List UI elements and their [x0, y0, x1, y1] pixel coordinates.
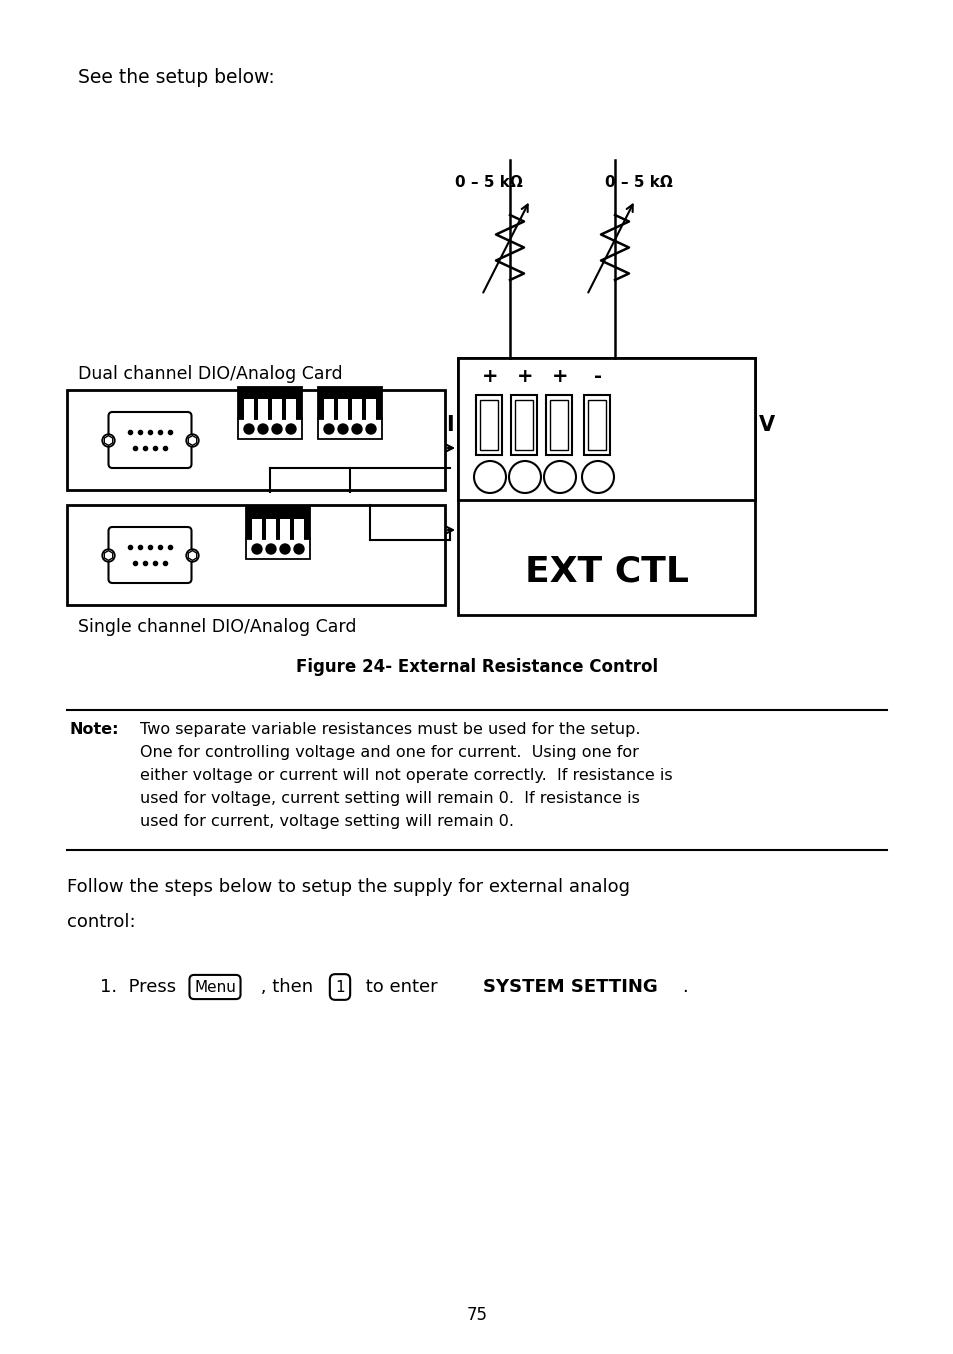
- Circle shape: [366, 424, 375, 435]
- Bar: [257, 399, 268, 422]
- Circle shape: [272, 424, 282, 435]
- Text: used for current, voltage setting will remain 0.: used for current, voltage setting will r…: [140, 814, 514, 829]
- Bar: [237, 387, 302, 418]
- Bar: [246, 506, 310, 539]
- Bar: [583, 395, 609, 455]
- Text: EXT CTL: EXT CTL: [524, 555, 688, 589]
- Text: Follow the steps below to setup the supply for external analog: Follow the steps below to setup the supp…: [67, 877, 629, 896]
- Bar: [545, 395, 572, 455]
- Text: Menu: Menu: [193, 979, 235, 994]
- Circle shape: [286, 424, 295, 435]
- Circle shape: [352, 424, 361, 435]
- Text: SYSTEM SETTING: SYSTEM SETTING: [482, 978, 657, 997]
- Text: .: .: [681, 978, 687, 997]
- Text: used for voltage, current setting will remain 0.  If resistance is: used for voltage, current setting will r…: [140, 791, 639, 806]
- Bar: [511, 395, 537, 455]
- Bar: [515, 399, 533, 450]
- Text: Single channel DIO/Analog Card: Single channel DIO/Analog Card: [78, 617, 356, 636]
- Circle shape: [257, 424, 268, 435]
- Text: 0 – 5 kΩ: 0 – 5 kΩ: [455, 175, 522, 190]
- Circle shape: [252, 544, 262, 554]
- Bar: [457, 357, 754, 500]
- Bar: [237, 418, 302, 439]
- FancyBboxPatch shape: [109, 527, 192, 584]
- Text: , then: , then: [254, 978, 318, 997]
- Text: I: I: [446, 414, 454, 435]
- Circle shape: [294, 544, 304, 554]
- Text: 1: 1: [335, 979, 344, 994]
- Circle shape: [337, 424, 348, 435]
- Text: 0 – 5 kΩ: 0 – 5 kΩ: [604, 175, 672, 190]
- Text: +: +: [481, 367, 497, 386]
- Text: +: +: [551, 367, 568, 386]
- Bar: [366, 399, 375, 422]
- Circle shape: [244, 424, 253, 435]
- Circle shape: [474, 460, 505, 493]
- Bar: [280, 519, 290, 543]
- Bar: [324, 399, 334, 422]
- Text: One for controlling voltage and one for current.  Using one for: One for controlling voltage and one for …: [140, 745, 639, 760]
- Circle shape: [509, 460, 540, 493]
- Text: See the setup below:: See the setup below:: [78, 68, 274, 87]
- Bar: [550, 399, 567, 450]
- Text: control:: control:: [67, 913, 135, 932]
- Text: either voltage or current will not operate correctly.  If resistance is: either voltage or current will not opera…: [140, 768, 672, 783]
- Bar: [266, 519, 275, 543]
- Bar: [476, 395, 501, 455]
- Bar: [317, 418, 381, 439]
- FancyBboxPatch shape: [109, 412, 192, 468]
- Bar: [286, 399, 295, 422]
- Bar: [317, 387, 381, 418]
- Bar: [587, 399, 605, 450]
- Text: +: +: [517, 367, 533, 386]
- Text: Figure 24- External Resistance Control: Figure 24- External Resistance Control: [295, 658, 658, 676]
- Circle shape: [581, 460, 614, 493]
- Text: 1.  Press: 1. Press: [100, 978, 182, 997]
- Text: Dual channel DIO/Analog Card: Dual channel DIO/Analog Card: [78, 366, 342, 383]
- Bar: [352, 399, 361, 422]
- Bar: [294, 519, 304, 543]
- Bar: [252, 519, 262, 543]
- Bar: [272, 399, 282, 422]
- Bar: [67, 390, 444, 490]
- Circle shape: [324, 424, 334, 435]
- Circle shape: [266, 544, 275, 554]
- Text: -: -: [594, 367, 601, 386]
- Bar: [246, 539, 310, 559]
- Text: Two separate variable resistances must be used for the setup.: Two separate variable resistances must b…: [140, 722, 639, 737]
- Bar: [244, 399, 253, 422]
- Bar: [457, 357, 754, 615]
- Text: V: V: [759, 414, 774, 435]
- Text: to enter: to enter: [359, 978, 443, 997]
- Text: 75: 75: [466, 1307, 487, 1324]
- Circle shape: [280, 544, 290, 554]
- Bar: [67, 505, 444, 605]
- Bar: [337, 399, 348, 422]
- Bar: [479, 399, 497, 450]
- Circle shape: [543, 460, 576, 493]
- Text: Note:: Note:: [70, 722, 119, 737]
